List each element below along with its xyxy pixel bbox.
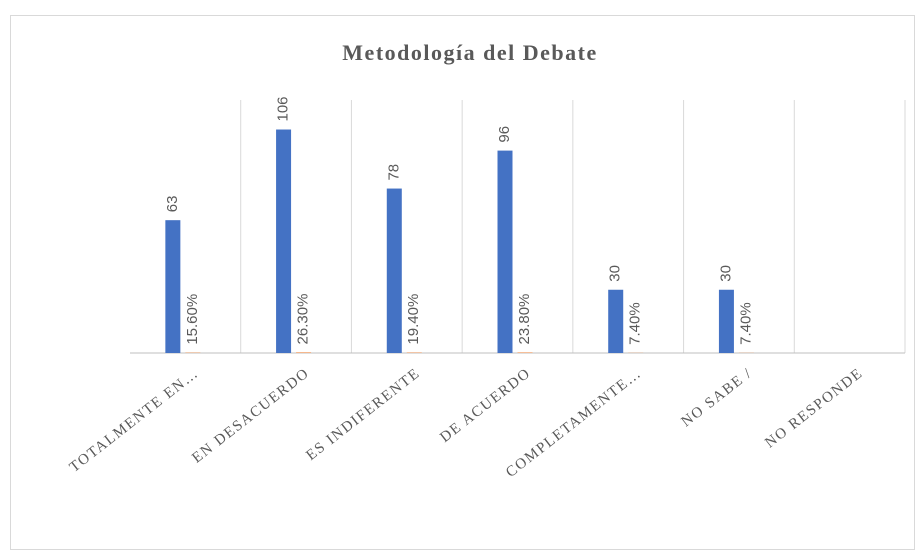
data-label: 7.40%	[737, 302, 754, 345]
bar	[608, 289, 624, 353]
data-label: 96	[496, 126, 513, 143]
chart-title: Metodología del Debate	[342, 40, 597, 65]
data-label: 106	[275, 96, 292, 121]
bar	[296, 352, 312, 353]
data-label: 7.40%	[627, 302, 644, 345]
data-label: 63	[164, 195, 181, 212]
bar	[497, 150, 513, 353]
bar	[276, 129, 292, 353]
data-label: 30	[607, 265, 624, 282]
bar	[165, 220, 181, 353]
data-label: 78	[385, 164, 402, 181]
bar	[517, 352, 533, 353]
data-label: 23.80%	[516, 294, 533, 345]
bar	[386, 188, 402, 353]
data-label: 26.30%	[295, 294, 312, 345]
data-label: 19.40%	[405, 294, 422, 345]
bar	[718, 289, 734, 353]
data-label: 15.60%	[184, 294, 201, 345]
data-label: 30	[717, 265, 734, 282]
